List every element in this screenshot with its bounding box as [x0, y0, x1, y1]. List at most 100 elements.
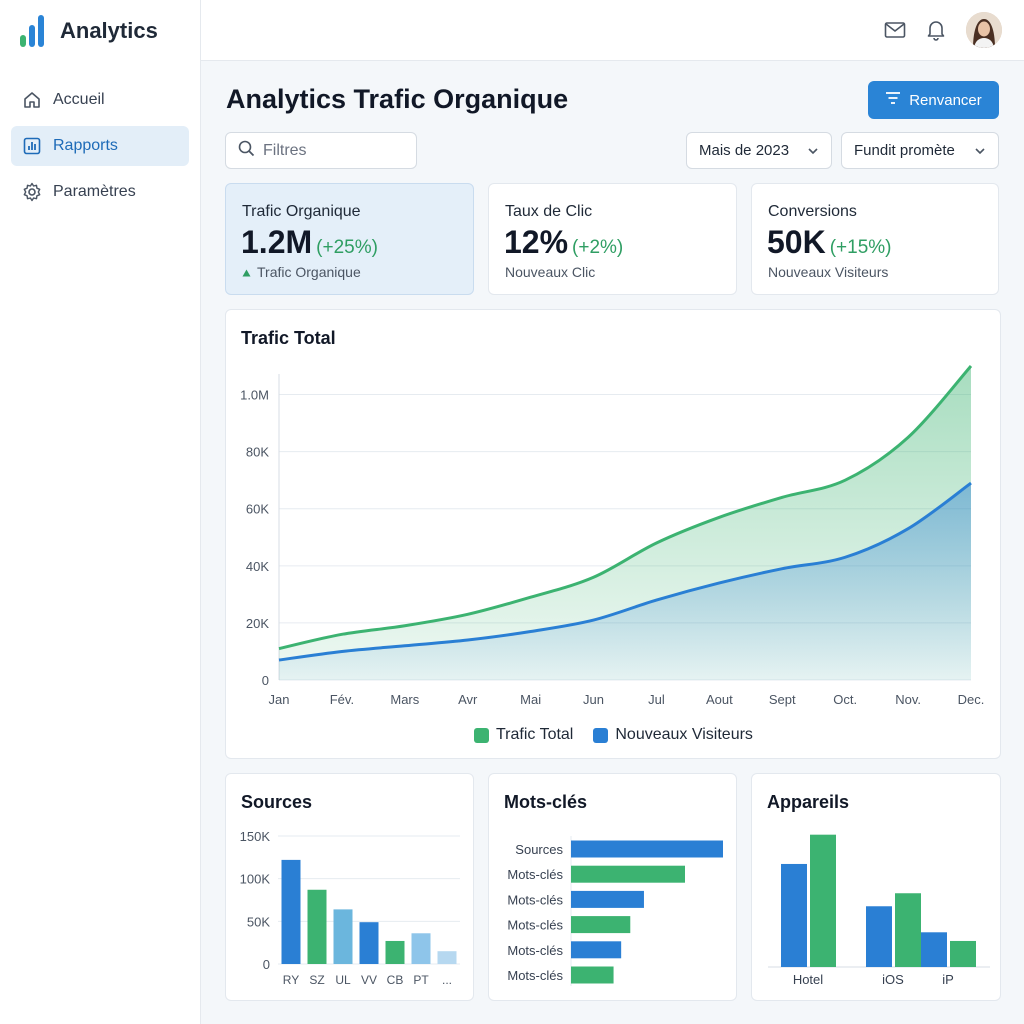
filter-lines-icon [885, 91, 901, 109]
source-bar [385, 940, 405, 964]
x-tick-label: Aout [706, 692, 733, 707]
kpi-change: (+15%) [829, 237, 892, 258]
kpi-card-conversions[interactable]: Conversions 50K (+15%) Nouveaux Visiteurs [751, 183, 999, 295]
keyword-label: Mots-clés [507, 867, 563, 882]
source-bar [411, 933, 431, 964]
sidebar-item-parametres[interactable]: Paramètres [11, 172, 189, 212]
device-bar [950, 940, 976, 967]
kpi-card-click-rate[interactable]: Taux de Clic 12% (+2%) Nouveaux Clic [488, 183, 737, 295]
sidebar: Analytics Accueil Rapports Paramètres [0, 0, 201, 1024]
traffic-chart-card: Trafic Total 0 20K 40K 60K 80K 1.0M Jan Fév. Mar… [225, 309, 1001, 759]
traffic-area-chart: 0 20K 40K 60K 80K 1.0M Jan Fév. Mars Avr Mai Jun Jul… [240, 365, 985, 707]
kpi-label: Taux de Clic [505, 203, 593, 220]
source-bar [307, 889, 327, 964]
kpi-value: 1.2M (+25%) [241, 224, 378, 261]
keywords-card: Mots-clés Sources Mots-clés Mots-clés Mots-… [488, 773, 737, 1001]
app-title: Analytics [60, 18, 158, 43]
keywords-bar-chart: Sources Mots-clés Mots-clés Mots-clés Mots-c… [507, 836, 723, 986]
devices-title: Appareils [767, 792, 850, 812]
sources-bar-chart: 0 50K 100K 150K RY SZ UL VV CB PT... [240, 829, 460, 987]
page-title: Analytics Trafic Organique [226, 84, 569, 114]
sources-title: Sources [241, 792, 313, 812]
kpi-card-organic-traffic[interactable]: Trafic Organique 1.2M (+25%) Trafic Organ… [225, 183, 474, 295]
renvancer-button[interactable]: Renvancer [868, 81, 999, 119]
keyword-bar [571, 916, 631, 934]
legend-label: Trafic Total [496, 726, 574, 743]
x-tick-label: Avr [458, 692, 478, 707]
y-tick-label: 40K [246, 559, 269, 574]
y-tick-label: 0 [262, 673, 269, 688]
x-tick-label: Mai [520, 692, 541, 707]
device-bar [866, 906, 892, 967]
filter-search-input[interactable] [263, 141, 413, 160]
gear-icon [22, 182, 42, 202]
legend-swatch-green [474, 727, 489, 743]
kpi-subtitle-text: Nouveaux Clic [505, 264, 596, 280]
kpi-label: Conversions [768, 203, 857, 220]
keyword-label: Mots-clés [507, 943, 563, 958]
x-tick-label: Jan [269, 692, 290, 707]
x-tick-label: Dec. [958, 692, 985, 707]
sources-card: Sources 0 50K 100K 150K RY SZ UL VV CB PT... [225, 773, 474, 1001]
sidebar-item-label: Rapports [53, 137, 118, 154]
kpi-subtitle: Trafic Organique [242, 264, 361, 280]
x-tick-label: ... [442, 973, 452, 987]
kpi-value: 50K (+15%) [767, 224, 891, 261]
x-tick-label: Nov. [895, 692, 921, 707]
y-tick-label: 1.0M [240, 388, 269, 403]
month-select[interactable]: Mais de 2023 [686, 132, 832, 169]
kpi-value-number: 50K [767, 224, 826, 260]
x-tick-label: Fév. [330, 692, 354, 707]
secondary-select-value: Fundit promète [854, 142, 955, 159]
keyword-label: Mots-clés [507, 968, 563, 983]
brand[interactable]: Analytics [20, 14, 158, 48]
mail-icon[interactable] [883, 18, 907, 42]
keyword-label: Mots-clés [507, 892, 563, 907]
bar-chart-icon [22, 136, 42, 156]
x-tick-label: Sept [769, 692, 796, 707]
legend-swatch-blue [593, 727, 609, 743]
keyword-bar [571, 865, 685, 883]
legend-label: Nouveaux Visiteurs [615, 726, 753, 743]
y-tick-label: 50K [247, 914, 270, 929]
device-bar [781, 863, 807, 967]
search-icon [238, 140, 255, 162]
month-select-value: Mais de 2023 [699, 142, 790, 159]
sidebar-item-label: Accueil [53, 91, 105, 108]
sidebar-item-rapports[interactable]: Rapports [11, 126, 189, 166]
sidebar-item-accueil[interactable]: Accueil [11, 80, 189, 120]
legend-item-total: Trafic Total [474, 726, 573, 744]
source-bar [359, 922, 379, 964]
x-tick-label: UL [335, 973, 351, 987]
traffic-chart-legend: Trafic Total Nouveaux Visiteurs [474, 726, 753, 744]
y-tick-label: 100K [240, 872, 271, 887]
device-bar [921, 932, 947, 967]
area-nouveaux-visiteurs [279, 483, 971, 680]
source-bar [333, 909, 353, 964]
devices-bar-chart: Hotel iOS iP [768, 834, 990, 987]
keyword-bar [571, 840, 723, 858]
keyword-bar [571, 941, 622, 959]
trend-up-icon [242, 264, 251, 280]
analytics-logo-icon [20, 15, 48, 47]
kpi-value-number: 1.2M [241, 224, 313, 260]
kpi-subtitle-text: Trafic Organique [257, 264, 361, 280]
chevron-down-icon [974, 142, 986, 159]
legend-item-visitors: Nouveaux Visiteurs [593, 726, 753, 744]
x-tick-label: PT [413, 973, 429, 987]
kpi-change: (+25%) [316, 237, 378, 258]
sidebar-item-label: Paramètres [53, 183, 136, 200]
devices-card: Appareils Hotel iOS iP [751, 773, 1001, 1001]
search-box [225, 132, 417, 169]
keywords-title: Mots-clés [504, 792, 588, 812]
bell-icon[interactable] [924, 18, 948, 42]
keyword-bar [571, 890, 644, 908]
x-tick-label: RY [283, 973, 299, 987]
source-bar [281, 859, 301, 964]
home-icon [22, 90, 42, 110]
keyword-label: Mots-clés [507, 918, 563, 933]
secondary-select[interactable]: Fundit promète [841, 132, 999, 169]
chevron-down-icon [807, 142, 819, 159]
source-bar [437, 951, 457, 964]
user-avatar[interactable] [966, 12, 1002, 48]
